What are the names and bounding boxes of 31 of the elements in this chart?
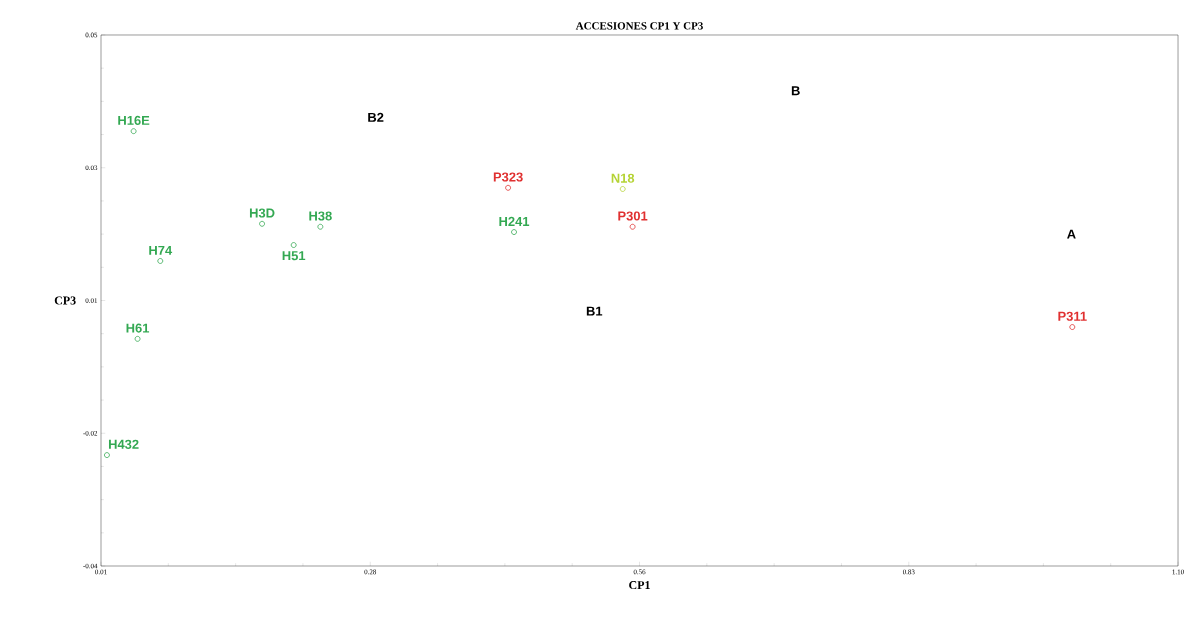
- point: [157, 258, 164, 264]
- series-label: P301: [618, 211, 648, 221]
- series-label: H74: [149, 245, 173, 255]
- point: [619, 186, 626, 192]
- series-label: P323: [493, 172, 523, 182]
- point: [130, 128, 137, 135]
- point: [290, 242, 297, 248]
- point: [629, 223, 636, 230]
- series-label: H61: [126, 323, 150, 333]
- x-axis-title: CP1: [629, 581, 650, 590]
- series-label: H432: [108, 439, 139, 449]
- point: [259, 220, 265, 227]
- series-label: N18: [611, 173, 635, 183]
- point: [104, 452, 110, 458]
- annotation: B2: [368, 112, 384, 122]
- point: [505, 184, 511, 191]
- series-label: H3D: [249, 208, 275, 218]
- point: [511, 229, 517, 235]
- annotation: A: [1067, 229, 1076, 239]
- annotation: B: [791, 86, 800, 96]
- series-label: H38: [309, 211, 332, 221]
- series-label: H51: [282, 251, 306, 261]
- point: [134, 335, 141, 342]
- point: [317, 223, 324, 230]
- chart-title: ACCESIONES CP1 Y CP3: [575, 22, 703, 30]
- series-label: P311: [1058, 311, 1087, 321]
- point: [1069, 324, 1076, 330]
- y-axis-title: CP3: [54, 296, 76, 305]
- annotation: B1: [586, 306, 603, 316]
- series-label: H16E: [118, 115, 150, 125]
- series-label: H241: [499, 216, 530, 226]
